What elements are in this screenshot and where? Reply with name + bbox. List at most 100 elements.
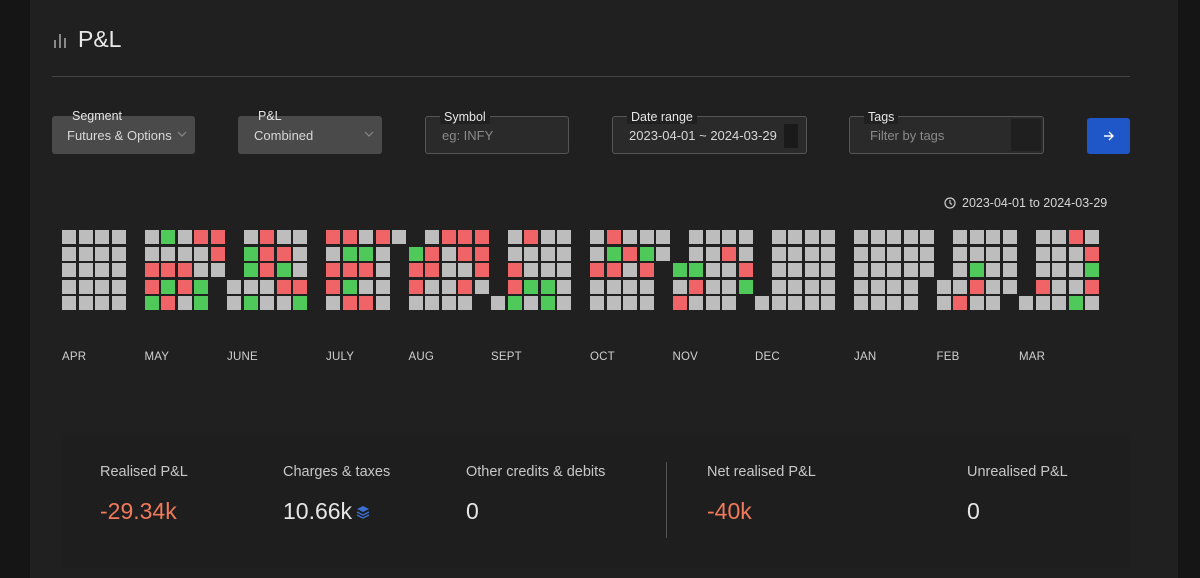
heatmap-day-cell[interactable] — [441, 246, 456, 261]
heatmap-day-cell[interactable] — [1002, 230, 1017, 244]
heatmap-day-cell[interactable] — [441, 263, 456, 277]
heatmap-day-cell[interactable] — [375, 263, 390, 277]
submit-button[interactable] — [1087, 118, 1130, 154]
heatmap-day-cell[interactable] — [606, 230, 621, 244]
heatmap-day-cell[interactable] — [936, 296, 951, 310]
heatmap-day-cell[interactable] — [1035, 279, 1050, 294]
heatmap-day-cell[interactable] — [243, 246, 258, 261]
heatmap-day-cell[interactable] — [62, 279, 76, 294]
heatmap-day-cell[interactable] — [788, 246, 802, 261]
heatmap-day-cell[interactable] — [144, 246, 159, 261]
heatmap-day-cell[interactable] — [359, 263, 373, 277]
heatmap-day-cell[interactable] — [986, 230, 1000, 244]
heatmap-day-cell[interactable] — [474, 246, 489, 261]
layers-icon[interactable] — [356, 505, 370, 519]
heatmap-day-cell[interactable] — [441, 296, 456, 310]
heatmap-day-cell[interactable] — [903, 263, 918, 277]
heatmap-day-cell[interactable] — [738, 279, 753, 294]
heatmap-day-cell[interactable] — [276, 279, 291, 294]
heatmap-day-cell[interactable] — [78, 230, 93, 244]
heatmap-day-cell[interactable] — [293, 246, 307, 261]
heatmap-day-cell[interactable] — [194, 263, 208, 277]
heatmap-day-cell[interactable] — [870, 296, 885, 310]
heatmap-day-cell[interactable] — [953, 296, 967, 310]
heatmap-day-cell[interactable] — [705, 296, 720, 310]
heatmap-day-cell[interactable] — [557, 246, 571, 261]
heatmap-day-cell[interactable] — [540, 246, 555, 261]
heatmap-day-cell[interactable] — [62, 296, 76, 310]
heatmap-day-cell[interactable] — [359, 246, 373, 261]
heatmap-day-cell[interactable] — [177, 230, 192, 244]
heatmap-day-cell[interactable] — [969, 263, 984, 277]
heatmap-day-cell[interactable] — [161, 263, 175, 277]
segment-select[interactable]: Segment Futures & Options — [52, 109, 195, 154]
heatmap-day-cell[interactable] — [276, 230, 291, 244]
heatmap-day-cell[interactable] — [590, 230, 604, 244]
heatmap-day-cell[interactable] — [425, 246, 439, 261]
heatmap-day-cell[interactable] — [639, 279, 654, 294]
heatmap-day-cell[interactable] — [474, 230, 489, 244]
heatmap-day-cell[interactable] — [458, 230, 472, 244]
heatmap-day-cell[interactable] — [804, 263, 819, 277]
heatmap-day-cell[interactable] — [161, 296, 175, 310]
heatmap-day-cell[interactable] — [111, 296, 126, 310]
heatmap-day-cell[interactable] — [111, 279, 126, 294]
heatmap-day-cell[interactable] — [507, 246, 522, 261]
heatmap-day-cell[interactable] — [705, 263, 720, 277]
heatmap-day-cell[interactable] — [1068, 263, 1083, 277]
heatmap-day-cell[interactable] — [194, 279, 208, 294]
heatmap-day-cell[interactable] — [260, 230, 274, 244]
heatmap-day-cell[interactable] — [144, 296, 159, 310]
heatmap-day-cell[interactable] — [986, 263, 1000, 277]
heatmap-day-cell[interactable] — [953, 263, 967, 277]
heatmap-day-cell[interactable] — [359, 296, 373, 310]
heatmap-day-cell[interactable] — [276, 246, 291, 261]
heatmap-day-cell[interactable] — [78, 296, 93, 310]
heatmap-day-cell[interactable] — [359, 279, 373, 294]
heatmap-day-cell[interactable] — [1085, 230, 1099, 244]
heatmap-day-cell[interactable] — [623, 279, 637, 294]
heatmap-day-cell[interactable] — [590, 296, 604, 310]
heatmap-day-cell[interactable] — [738, 263, 753, 277]
heatmap-day-cell[interactable] — [986, 296, 1000, 310]
heatmap-day-cell[interactable] — [1068, 279, 1083, 294]
heatmap-day-cell[interactable] — [689, 296, 703, 310]
heatmap-day-cell[interactable] — [870, 230, 885, 244]
heatmap-day-cell[interactable] — [524, 296, 538, 310]
heatmap-day-cell[interactable] — [1068, 246, 1083, 261]
heatmap-day-cell[interactable] — [194, 230, 208, 244]
heatmap-day-cell[interactable] — [111, 246, 126, 261]
heatmap-day-cell[interactable] — [210, 246, 225, 261]
heatmap-day-cell[interactable] — [920, 263, 934, 277]
heatmap-day-cell[interactable] — [854, 279, 868, 294]
heatmap-day-cell[interactable] — [936, 279, 951, 294]
heatmap-day-cell[interactable] — [870, 263, 885, 277]
heatmap-day-cell[interactable] — [111, 230, 126, 244]
heatmap-day-cell[interactable] — [606, 246, 621, 261]
heatmap-day-cell[interactable] — [969, 279, 984, 294]
heatmap-day-cell[interactable] — [1052, 246, 1066, 261]
heatmap-day-cell[interactable] — [590, 263, 604, 277]
heatmap-day-cell[interactable] — [771, 296, 786, 310]
heatmap-day-cell[interactable] — [722, 296, 736, 310]
heatmap-day-cell[interactable] — [639, 246, 654, 261]
heatmap-day-cell[interactable] — [95, 246, 109, 261]
heatmap-day-cell[interactable] — [342, 246, 357, 261]
heatmap-day-cell[interactable] — [276, 296, 291, 310]
heatmap-day-cell[interactable] — [705, 230, 720, 244]
heatmap-day-cell[interactable] — [953, 279, 967, 294]
heatmap-day-cell[interactable] — [1002, 279, 1017, 294]
heatmap-day-cell[interactable] — [590, 246, 604, 261]
heatmap-day-cell[interactable] — [144, 279, 159, 294]
heatmap-day-cell[interactable] — [788, 296, 802, 310]
heatmap-day-cell[interactable] — [293, 296, 307, 310]
heatmap-day-cell[interactable] — [1085, 279, 1099, 294]
heatmap-day-cell[interactable] — [1052, 296, 1066, 310]
heatmap-day-cell[interactable] — [95, 279, 109, 294]
heatmap-day-cell[interactable] — [887, 279, 901, 294]
heatmap-day-cell[interactable] — [722, 246, 736, 261]
heatmap-day-cell[interactable] — [804, 230, 819, 244]
heatmap-day-cell[interactable] — [854, 296, 868, 310]
heatmap-day-cell[interactable] — [557, 263, 571, 277]
heatmap-day-cell[interactable] — [441, 279, 456, 294]
